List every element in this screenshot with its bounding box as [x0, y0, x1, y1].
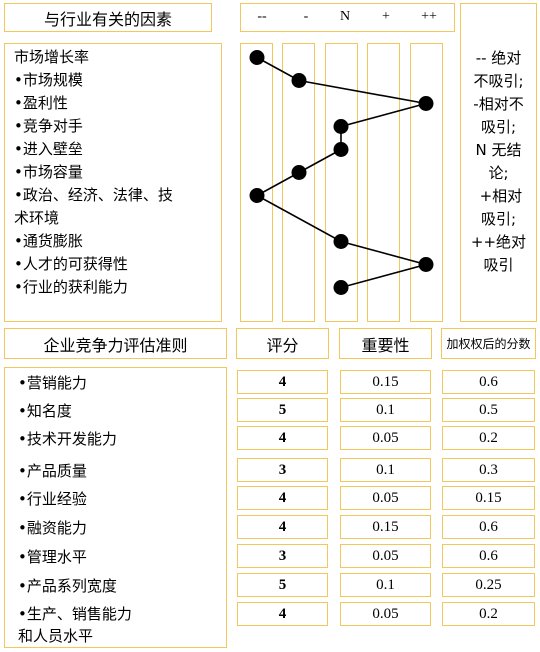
legend-line: 论;	[488, 164, 509, 182]
criterion-label: •融资能力	[18, 519, 87, 537]
legend-line: ++绝对	[470, 233, 527, 251]
rating-dot	[291, 165, 307, 180]
criterion-label: 和人员水平	[18, 627, 94, 645]
scale-label-neutral: N	[339, 9, 351, 24]
weighted-score-cell: 0.6	[442, 544, 535, 568]
importance-cell: 0.1	[340, 458, 431, 482]
scale-header-box: -- - N + ++	[240, 3, 455, 32]
criterion-label: •管理水平	[18, 548, 87, 566]
criteria-title: 企业竞争力评估准则	[43, 335, 188, 355]
weighted-score-cell: 0.6	[442, 370, 535, 394]
criterion-label: •生产、销售能力	[18, 605, 132, 623]
factor-label: •行业的获利能力	[14, 278, 128, 296]
score-cell: 5	[237, 573, 328, 597]
weighted-score-cell: 0.6	[442, 515, 535, 539]
factor-label: •市场规模	[14, 71, 83, 89]
score-cell: 4	[237, 370, 328, 394]
scale-column-very-positive	[410, 43, 443, 322]
rating-dot	[418, 257, 434, 272]
importance-header-box: 重要性	[339, 328, 432, 359]
legend-text: -- 绝对 不吸引; -相对不 吸引; N 无结 论; +相对 吸引; ++绝对 吸引	[461, 47, 536, 277]
criterion-label: •技术开发能力	[18, 430, 117, 448]
rating-dot	[333, 142, 349, 157]
importance-cell: 0.05	[340, 544, 431, 568]
weighted-score-cell: 0.15	[442, 486, 535, 510]
importance-title: 重要性	[361, 335, 410, 355]
factor-label: •市场容量	[14, 163, 83, 181]
factors-title: 与行业有关的因素	[43, 9, 172, 29]
legend-line: 吸引	[483, 256, 514, 274]
importance-cell: 0.15	[340, 370, 431, 394]
legend-box: -- 绝对 不吸引; -相对不 吸引; N 无结 论; +相对 吸引; ++绝对 吸引	[460, 3, 537, 322]
factor-label: 市场增长率	[14, 48, 90, 66]
weighted-score-cell: 0.5	[442, 398, 535, 422]
weighted-score-cell: 0.2	[442, 426, 535, 450]
legend-line: 吸引;	[480, 210, 517, 228]
profile-line	[255, 56, 430, 289]
rating-dot	[333, 234, 349, 249]
factor-label: •通货膨胀	[14, 232, 83, 250]
factors-header-box: 与行业有关的因素	[4, 3, 212, 32]
weighted-score-cell: 0.2	[442, 602, 535, 626]
score-cell: 4	[237, 426, 328, 450]
weighted-header-box: 加权权后的分数	[441, 328, 536, 359]
importance-cell: 0.05	[340, 602, 431, 626]
rating-dot	[333, 280, 349, 295]
score-cell: 3	[237, 458, 328, 482]
score-cell: 4	[237, 602, 328, 626]
criterion-label: •营销能力	[18, 374, 87, 392]
factor-label: •进入壁垒	[14, 140, 83, 158]
scale-label-very-negative: --	[257, 9, 267, 24]
score-title: 评分	[266, 335, 299, 355]
legend-line: +相对	[474, 187, 523, 205]
factor-label: •政治、经济、法律、技	[14, 186, 173, 204]
rating-dot	[291, 73, 307, 88]
score-header-box: 评分	[236, 328, 329, 359]
criterion-label: •行业经验	[18, 490, 87, 508]
importance-cell: 0.05	[340, 486, 431, 510]
scale-label-very-positive: ++	[421, 9, 437, 24]
legend-line: 吸引;	[480, 118, 517, 136]
factor-label: •竞争对手	[14, 117, 83, 135]
importance-cell: 0.05	[340, 426, 431, 450]
factors-list-box: 市场增长率 •市场规模 •盈利性 •竞争对手 •进入壁垒 •市场容量 •政治、经济、法律、技…	[4, 43, 222, 322]
criteria-list-box: •营销能力 •知名度 •技术开发能力 •产品质量 •行业经验 •融资能力 •管理水平 •产品系…	[4, 367, 227, 648]
importance-cell: 0.15	[340, 515, 431, 539]
factor-label: •盈利性	[14, 94, 68, 112]
importance-cell: 0.1	[340, 398, 431, 422]
importance-cell: 0.1	[340, 573, 431, 597]
rating-dot	[333, 119, 349, 134]
weighted-score-cell: 0.3	[442, 458, 535, 482]
criterion-label: •产品系列宽度	[18, 577, 117, 595]
legend-line: 不吸引;	[473, 72, 524, 90]
weighted-score-cell: 0.25	[442, 573, 535, 597]
score-cell: 4	[237, 486, 328, 510]
legend-line: -相对不	[473, 95, 524, 113]
scale-label-negative: -	[303, 9, 309, 24]
criteria-header-box: 企业竞争力评估准则	[4, 328, 227, 359]
factor-label: 术环境	[14, 209, 60, 227]
scale-label-positive: +	[382, 9, 390, 24]
scale-column-negative	[282, 43, 315, 322]
scale-column-very-negative	[240, 43, 273, 322]
score-cell: 5	[237, 398, 328, 422]
weighted-title: 加权权后的分数	[446, 337, 531, 351]
factor-label: •人才的可获得性	[14, 255, 128, 273]
legend-line: -- 绝对	[475, 49, 522, 67]
legend-line: N 无结	[475, 141, 522, 159]
score-cell: 4	[237, 515, 328, 539]
rating-dot	[249, 188, 265, 203]
score-cell: 3	[237, 544, 328, 568]
criterion-label: •知名度	[18, 402, 72, 420]
rating-dot	[249, 50, 265, 65]
rating-dot	[418, 96, 434, 111]
criterion-label: •产品质量	[18, 462, 87, 480]
